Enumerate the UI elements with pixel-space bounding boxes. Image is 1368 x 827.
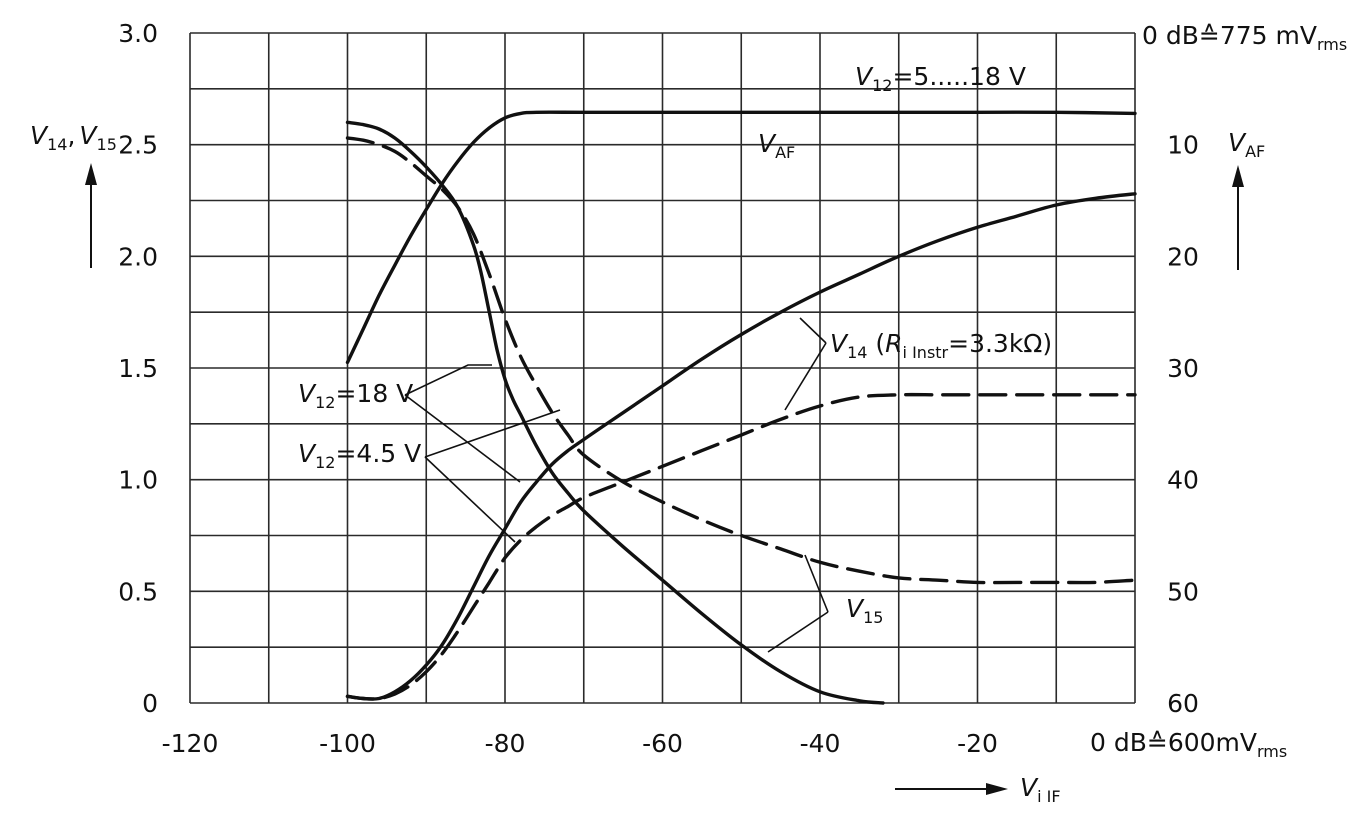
x-axis-end-label: 0 dB≙600mVrms	[1090, 728, 1287, 761]
x-tick-label: -100	[319, 729, 376, 758]
v14-leader-b	[784, 342, 827, 411]
x-tick-label: -120	[162, 729, 219, 758]
v12-18-leader-b	[404, 394, 521, 483]
y-left-tick-label: 1.0	[118, 466, 158, 495]
x-axis-arrow	[895, 783, 1008, 795]
v15-leader-b	[767, 611, 829, 653]
right-axis-arrow	[1232, 165, 1244, 270]
y-left-tick-label: 1.5	[118, 354, 158, 383]
y-right-tick-label: 50	[1167, 577, 1199, 606]
right-axis-title: VAF	[1228, 128, 1265, 161]
v12-18-leader-a	[404, 364, 492, 396]
y-right-tick-label: 30	[1167, 354, 1199, 383]
series-v14-18v	[345, 192, 1137, 701]
series-v-af	[345, 110, 1137, 365]
v-af-annotation: VAF	[758, 129, 795, 162]
y-right-tick-label: 40	[1167, 466, 1199, 495]
y-left-tick-label: 3.0	[118, 19, 158, 48]
series-curves	[345, 110, 1137, 705]
x-axis-title: Vi IF	[1020, 773, 1061, 806]
left-axis-arrow	[85, 163, 97, 268]
v12-range-annotation: V12=5.....18 V	[855, 62, 1026, 95]
v14-leader-a	[799, 317, 827, 344]
tick-labels: -120 -100 -80 -60 -40 -20 0 0.5 1.0 1.5 2.0 2.5 3.0 6…	[118, 19, 1199, 758]
v12-45-annotation: V12=4.5 V	[298, 439, 421, 472]
grid	[189, 32, 1136, 704]
y-right-tick-label: 10	[1167, 131, 1199, 160]
series-v15-4v5	[345, 136, 1137, 585]
y-right-tick-label: 20	[1167, 242, 1199, 271]
x-tick-label: -60	[642, 729, 683, 758]
right-axis-top-label: 0 dB≙775 mVrms	[1142, 21, 1347, 54]
y-left-tick-label: 0	[142, 689, 158, 718]
y-left-tick-label: 2.0	[118, 242, 158, 271]
series-v15-18v	[345, 120, 885, 705]
annotation-leaders	[404, 317, 829, 653]
left-axis-title: V14, V15	[30, 121, 117, 154]
y-right-tick-label: 60	[1167, 689, 1199, 718]
v14-annotation: V14 (Ri Instr=3.3kΩ)	[830, 329, 1052, 362]
v12-45-leader-b	[424, 456, 516, 543]
v12-18-annotation: V12=18 V	[298, 379, 413, 412]
x-tick-label: -20	[957, 729, 998, 758]
v12-45-leader-a	[424, 409, 561, 458]
y-left-tick-label: 0.5	[118, 577, 158, 606]
v15-leader-a	[804, 554, 829, 613]
x-tick-label: -40	[800, 729, 841, 758]
x-tick-label: -80	[485, 729, 526, 758]
y-left-tick-label: 2.5	[118, 131, 158, 160]
v15-annotation: V15	[846, 594, 883, 627]
